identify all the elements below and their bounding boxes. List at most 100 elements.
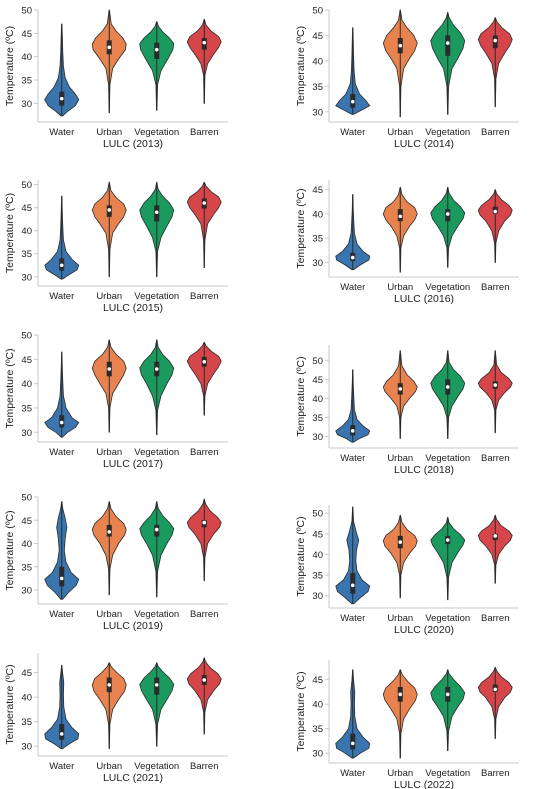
y-tick-label: 45 [21, 203, 32, 214]
x-tick-label: Vegetation [134, 291, 179, 302]
iqr-box-water [59, 724, 65, 740]
median-marker-urban [398, 387, 403, 391]
y-tick-label: 40 [312, 394, 323, 405]
y-tick-label: 35 [312, 571, 323, 582]
x-tick-label: Vegetation [425, 282, 470, 293]
x-tick-label: Barren [481, 453, 510, 464]
x-tick-label: Vegetation [134, 761, 179, 772]
y-tick-label: 40 [21, 539, 32, 550]
x-tick-label: Urban [387, 613, 413, 624]
y-tick-label: 30 [312, 107, 323, 118]
y-tick-label: 35 [21, 76, 32, 87]
median-marker-vegetation [445, 41, 450, 45]
x-tick-label: Water [340, 768, 365, 779]
median-marker-vegetation [445, 692, 450, 697]
y-tick-label: 35 [312, 724, 323, 735]
x-tick-label: Urban [96, 291, 122, 302]
y-tick-label: 30 [21, 428, 32, 439]
y-tick-label: 30 [312, 258, 323, 269]
chart-panel-3: 30 35 40 45 Water Urban Vegetation Barren LULC (… [295, 180, 519, 305]
median-marker-urban [107, 208, 112, 212]
y-axis-title: Temperature (ºC) [295, 356, 307, 436]
x-tick-label: Urban [387, 768, 413, 779]
median-marker-urban [107, 45, 112, 50]
y-tick-label: 30 [312, 591, 323, 602]
y-axis-title: Temperature (ºC) [4, 510, 16, 590]
median-marker-barren [202, 678, 207, 682]
median-marker-water [59, 732, 64, 736]
y-axis-title: Temperature (ºC) [295, 671, 307, 751]
median-marker-vegetation [154, 527, 159, 532]
median-marker-water [350, 583, 355, 588]
median-marker-barren [493, 687, 498, 692]
median-marker-vegetation [445, 212, 450, 216]
x-tick-label: Urban [387, 282, 413, 293]
median-marker-barren [493, 38, 498, 43]
y-tick-label: 35 [312, 234, 323, 245]
y-tick-label: 35 [21, 403, 32, 414]
median-marker-urban [107, 530, 112, 534]
y-tick-label: 45 [312, 31, 323, 42]
chart-panel-1: 30 35 40 45 50 Water Urban Vegetation Barren LULC… [295, 6, 519, 150]
median-marker-vegetation [154, 367, 159, 371]
y-tick-label: 45 [21, 516, 32, 527]
median-marker-barren [493, 534, 498, 538]
x-tick-label: Water [340, 282, 365, 293]
chart-panel-0: 30 35 40 45 50 Water Urban Vegetation Barren LULC… [4, 6, 228, 150]
x-tick-label: Urban [96, 127, 122, 138]
chart-panel-2: 30 35 40 45 50 Water Urban Vegetation Barren LULC… [4, 180, 228, 314]
median-marker-vegetation [154, 210, 159, 215]
x-axis-title: LULC (2017) [103, 458, 163, 470]
median-marker-urban [107, 367, 112, 371]
median-marker-vegetation [154, 47, 159, 52]
y-tick-label: 50 [21, 493, 32, 504]
x-tick-label: Water [49, 761, 74, 772]
iqr-box-water [350, 572, 356, 594]
median-marker-water [59, 96, 64, 101]
iqr-box-vegetation [445, 35, 451, 56]
y-tick-label: 40 [21, 226, 32, 237]
median-marker-water [59, 576, 64, 581]
x-tick-label: Water [340, 453, 365, 464]
y-tick-label: 35 [21, 562, 32, 573]
median-marker-water [59, 263, 64, 268]
y-axis-title: Temperature (ºC) [4, 193, 16, 273]
y-tick-label: 30 [21, 272, 32, 283]
x-axis-title: LULC (2018) [394, 464, 454, 476]
y-tick-label: 30 [21, 99, 32, 110]
median-marker-vegetation [445, 538, 450, 542]
y-tick-label: 45 [21, 355, 32, 366]
x-tick-label: Barren [190, 127, 219, 138]
y-tick-label: 35 [312, 413, 323, 424]
x-tick-label: Water [340, 127, 365, 138]
x-tick-label: Water [49, 291, 74, 302]
y-tick-label: 35 [21, 249, 32, 260]
x-axis-title: LULC (2020) [394, 624, 454, 636]
y-tick-label: 40 [312, 56, 323, 67]
median-marker-water [350, 741, 355, 746]
y-tick-label: 40 [312, 209, 323, 220]
chart-panel-6: 30 35 40 45 50 Water Urban Vegetation Barren LULC… [4, 493, 228, 632]
median-marker-urban [107, 683, 112, 687]
x-tick-label: Vegetation [425, 127, 470, 138]
y-axis-title: Temperature (ºC) [295, 516, 307, 596]
x-tick-label: Urban [96, 761, 122, 772]
median-marker-water [59, 420, 64, 425]
y-axis-title: Temperature (ºC) [4, 664, 16, 744]
y-tick-label: 40 [312, 700, 323, 711]
chart-panel-4: 30 35 40 45 50 Water Urban Vegetation Barren LULC… [4, 331, 228, 470]
y-tick-label: 45 [312, 185, 323, 196]
y-tick-label: 35 [21, 717, 32, 728]
x-tick-label: Barren [190, 609, 219, 620]
median-marker-barren [202, 520, 207, 525]
y-tick-label: 50 [312, 6, 323, 17]
y-tick-label: 40 [21, 52, 32, 63]
x-tick-label: Vegetation [134, 447, 179, 458]
y-tick-label: 45 [312, 675, 323, 686]
median-marker-water [350, 255, 355, 260]
x-tick-label: Urban [96, 609, 122, 620]
y-tick-label: 45 [312, 375, 323, 386]
x-axis-title: LULC (2014) [394, 138, 454, 150]
x-tick-label: Barren [481, 768, 510, 779]
